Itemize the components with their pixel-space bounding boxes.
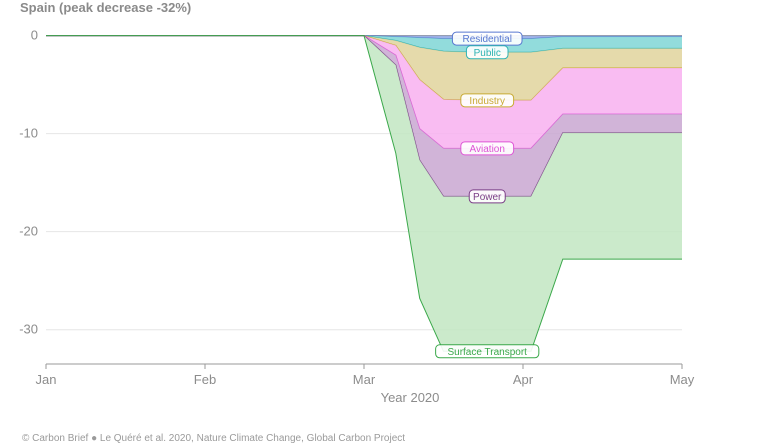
axes: 0 -10 -20 -30 Jan Feb Mar Apr May Year 2020 (19, 28, 695, 405)
y-tick-label: -10 (19, 126, 38, 141)
area-public (46, 35, 682, 53)
y-tick-label: -30 (19, 322, 38, 337)
area-aviation (46, 35, 682, 149)
band-label-box (451, 31, 523, 46)
x-axis-title: Year 2020 (381, 390, 440, 405)
band-label-industry: Industry (460, 93, 515, 108)
band-label-power: Power (468, 189, 506, 204)
x-tick-label: May (670, 372, 695, 387)
footer-credit: © Carbon Brief ● Le Quéré et al. 2020, N… (22, 433, 406, 444)
stacked-areas (46, 35, 682, 352)
band-label-box (460, 141, 515, 156)
chart-title: Spain (peak decrease -32%) (20, 0, 192, 15)
area-power (46, 35, 682, 197)
y-tick-label: 0 (31, 28, 38, 43)
x-tick-label: Apr (513, 372, 534, 387)
area-residential (46, 35, 682, 39)
band-label-text: Industry (469, 96, 505, 107)
y-tick-label: -20 (19, 224, 38, 239)
band-label-text: Power (473, 192, 502, 203)
band-label-box (465, 45, 509, 60)
band-label-surface-transport: Surface Transport (435, 344, 540, 359)
band-label-box (435, 344, 540, 359)
band-label-text: Public (474, 48, 501, 59)
band-label-public: Public (465, 45, 509, 60)
band-labels: Residential Public Industry Aviation Power Su… (435, 31, 540, 359)
band-label-text: Aviation (470, 144, 505, 155)
band-label-text: Residential (462, 34, 511, 45)
band-label-aviation: Aviation (460, 141, 515, 156)
band-label-residential: Residential (451, 31, 523, 46)
x-tick-label: Jan (36, 372, 57, 387)
band-label-box (460, 93, 515, 108)
area-industry (46, 35, 682, 101)
band-label-box (468, 189, 506, 204)
x-tick-label: Mar (353, 372, 376, 387)
area-surface-transport (46, 35, 682, 352)
band-label-text: Surface Transport (447, 347, 527, 358)
x-tick-label: Feb (194, 372, 216, 387)
